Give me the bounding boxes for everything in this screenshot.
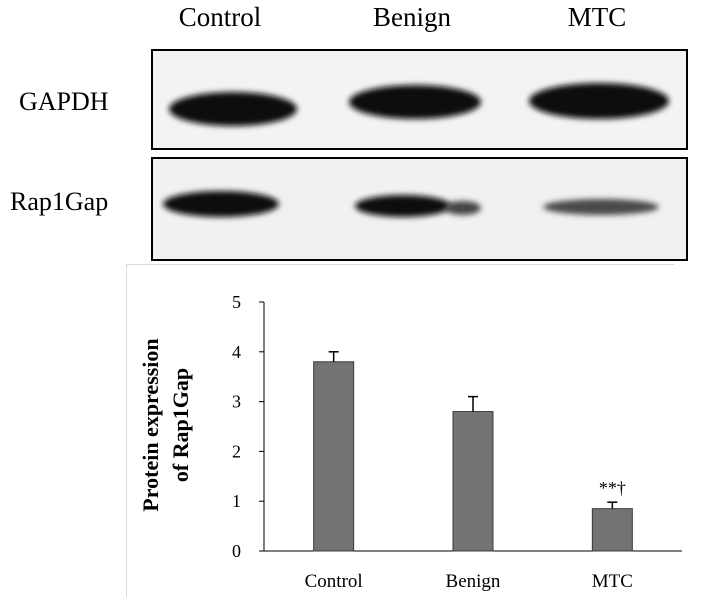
rap1gap-band-mtc bbox=[543, 199, 659, 215]
gapdh-band-benign bbox=[349, 85, 481, 119]
y-tick-label: 4 bbox=[232, 342, 241, 362]
lane-label-mtc: MTC bbox=[567, 2, 627, 32]
x-tick-label-mtc: MTC bbox=[592, 571, 633, 592]
significance-annotation: **† bbox=[599, 478, 626, 498]
gapdh-band-mtc bbox=[529, 83, 669, 119]
y-tick-label: 2 bbox=[232, 441, 241, 461]
row-label-rap1gap: Rap1Gap bbox=[10, 187, 109, 216]
chart-panel bbox=[126, 264, 674, 597]
gapdh-blot bbox=[151, 49, 688, 150]
rap1gap-band-control bbox=[163, 191, 279, 217]
bar-mtc bbox=[591, 508, 633, 552]
y-tick-label: 0 bbox=[232, 541, 241, 561]
gapdh-band-control bbox=[169, 92, 297, 126]
lane-label-control: Control bbox=[178, 2, 262, 32]
bar-control bbox=[313, 361, 355, 552]
bar-benign bbox=[452, 411, 494, 552]
y-tick-label: 1 bbox=[232, 491, 241, 511]
rap1gap-band-benign-tail bbox=[445, 201, 481, 215]
lane-label-benign: Benign bbox=[373, 2, 451, 32]
x-tick-label-benign: Benign bbox=[446, 571, 501, 592]
rap1gap-blot bbox=[151, 157, 688, 261]
rap1gap-bands bbox=[163, 191, 659, 217]
y-tick-label: 3 bbox=[232, 392, 241, 412]
rap1gap-band-benign bbox=[355, 195, 451, 217]
row-label-gapdh: GAPDH bbox=[19, 87, 109, 116]
x-tick-label-control: Control bbox=[305, 571, 363, 592]
y-tick-label: 5 bbox=[232, 292, 241, 312]
gapdh-bands bbox=[169, 83, 669, 126]
